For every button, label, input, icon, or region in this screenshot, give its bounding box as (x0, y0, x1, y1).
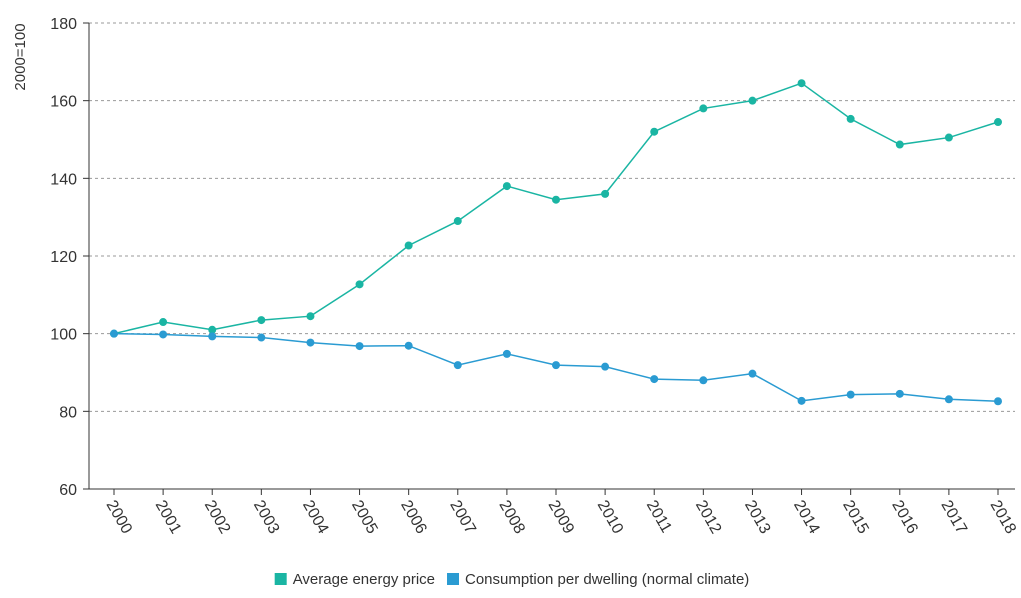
legend-label: Consumption per dwelling (normal climate… (465, 571, 749, 588)
data-point (748, 369, 757, 378)
data-point (846, 390, 855, 399)
data-point (453, 361, 462, 370)
data-point (159, 318, 168, 327)
x-tick-label: 2009 (545, 498, 578, 537)
data-point (748, 96, 757, 105)
data-point (159, 330, 168, 339)
data-point (797, 396, 806, 405)
x-tick-label: 2012 (692, 498, 725, 537)
series-line (113, 82, 999, 335)
data-point (502, 182, 511, 191)
data-point (846, 114, 855, 123)
y-tick-label: 180 (50, 16, 77, 33)
x-tick-label: 2007 (446, 498, 479, 537)
x-tick-label: 2005 (348, 498, 381, 537)
gridlines (89, 22, 1015, 412)
data-point (257, 316, 266, 325)
data-point (208, 332, 217, 341)
data-point (650, 375, 659, 384)
data-point (944, 395, 953, 404)
data-point (650, 127, 659, 136)
legend-swatch (447, 573, 460, 585)
legend: Average energy price Consumption per dwel… (274, 571, 749, 588)
x-tick-label: 2000 (103, 498, 136, 537)
series-0 (110, 79, 1002, 338)
data-point (895, 140, 904, 149)
data-point (306, 312, 315, 321)
x-tick-label: 2002 (201, 498, 234, 537)
legend-item-0: Average energy price (274, 571, 435, 588)
series-1 (110, 329, 1002, 406)
x-tick-label: 2013 (741, 498, 774, 537)
legend-swatch (274, 573, 287, 585)
x-tick-label: 2008 (495, 498, 528, 537)
legend-item-1: Consumption per dwelling (normal climate… (447, 571, 749, 588)
data-point (257, 333, 266, 342)
x-tick-label: 2001 (152, 498, 185, 537)
data-point (404, 241, 413, 250)
data-point (355, 342, 364, 351)
x-tick-label: 2017 (937, 498, 970, 537)
x-tick-label: 2004 (299, 498, 332, 537)
y-tick-label: 100 (50, 327, 77, 344)
y-tick-label: 160 (50, 94, 77, 111)
data-point (601, 362, 610, 371)
data-point (404, 341, 413, 350)
data-point (306, 338, 315, 347)
y-tick-label: 140 (50, 171, 77, 188)
x-tick-label: 2018 (987, 498, 1020, 537)
y-tick-label: 60 (59, 482, 77, 499)
x-tick-label: 2011 (643, 498, 675, 536)
data-point (699, 376, 708, 385)
data-point (994, 397, 1002, 406)
y-tick-label: 80 (59, 404, 77, 421)
data-point (552, 361, 560, 370)
x-tick-label: 2003 (250, 498, 283, 537)
x-tick-label: 2015 (839, 498, 872, 537)
data-point (944, 133, 953, 142)
x-tick-label: 2006 (397, 498, 430, 537)
legend-label: Average energy price (293, 571, 435, 588)
data-point (895, 389, 904, 398)
data-point (208, 325, 217, 334)
x-axis: 2000 2001 2002 2003 2004 2005 2006 2007 2008 2009… (89, 488, 1020, 537)
data-point (797, 79, 806, 88)
data-point (453, 217, 462, 226)
y-axis-title: 2000=100 (12, 23, 29, 90)
y-tick-label: 120 (50, 249, 77, 266)
data-point (552, 195, 560, 204)
data-point (994, 118, 1002, 127)
x-tick-label: 2014 (790, 498, 823, 537)
x-tick-label: 2016 (888, 498, 921, 537)
data-point (502, 349, 511, 358)
y-axis: 60 80 100 120 140 160 180 (50, 16, 90, 499)
x-tick-label: 2010 (594, 498, 627, 537)
data-point (601, 189, 610, 198)
data-point (110, 329, 118, 338)
data-point (699, 104, 708, 113)
series-group (110, 79, 1002, 406)
data-point (355, 280, 364, 289)
